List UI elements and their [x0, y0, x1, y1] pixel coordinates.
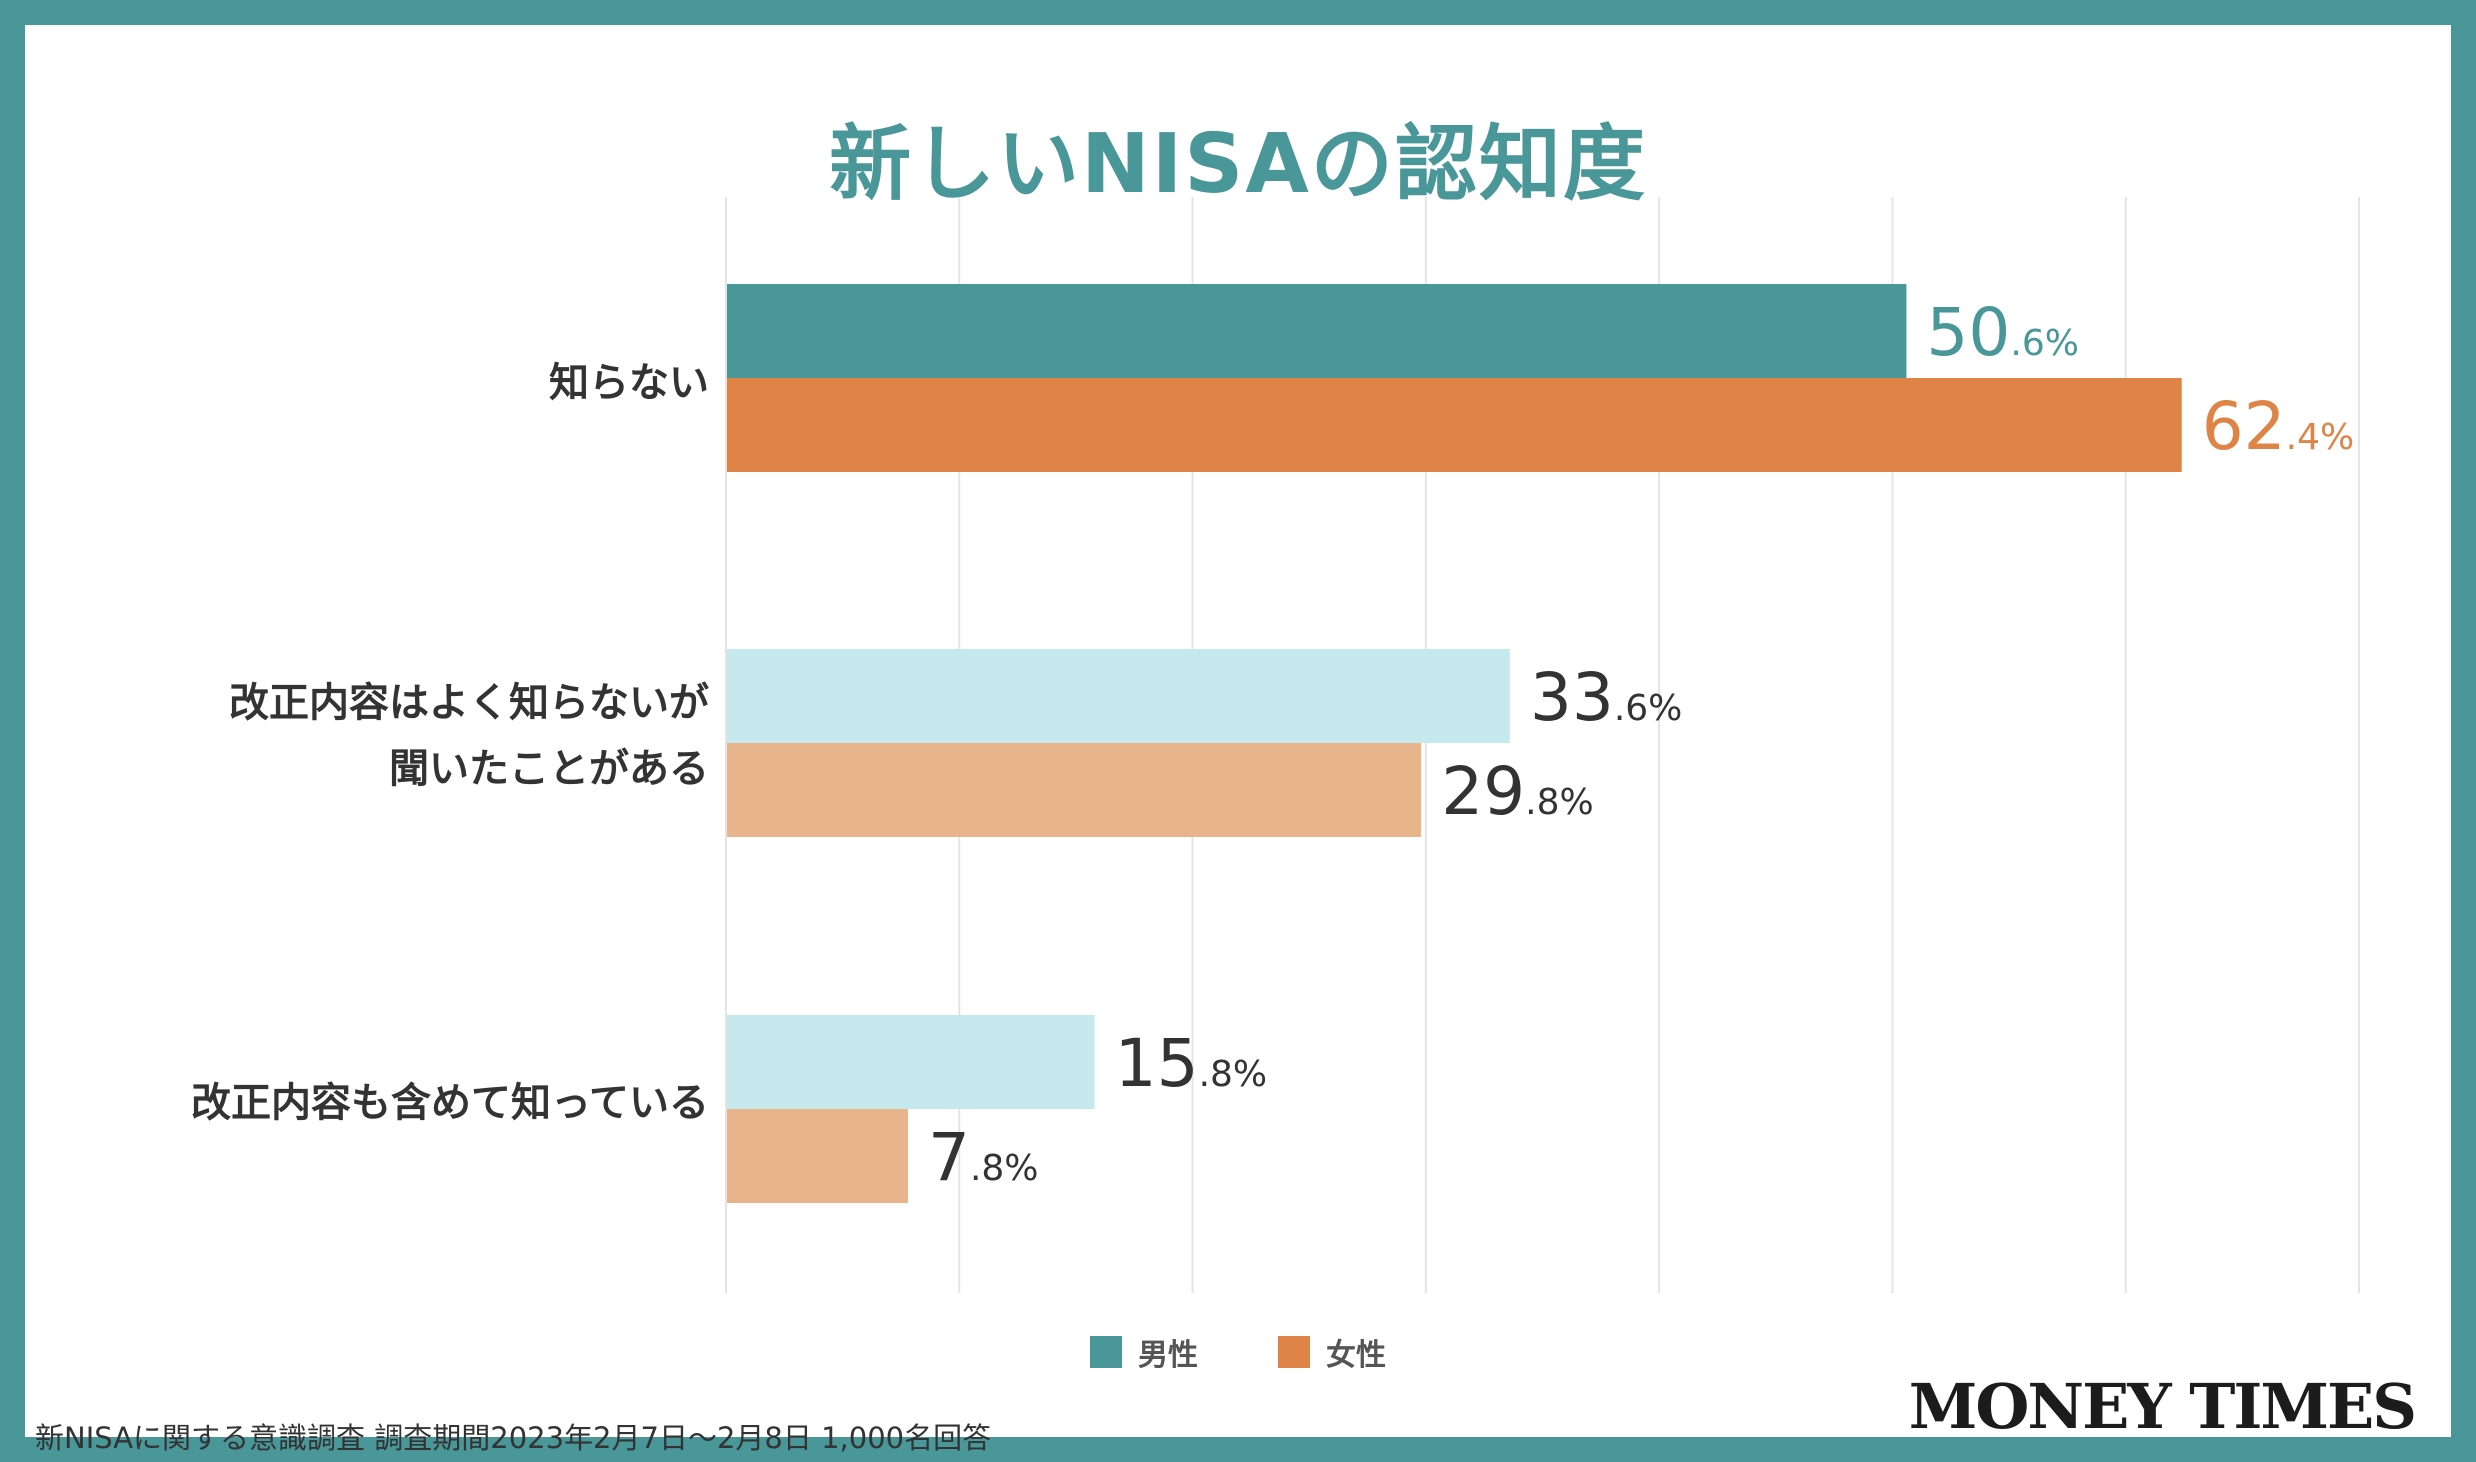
bar-male: [726, 649, 1510, 743]
category-label-heard: 改正内容はよく知らないが 聞いたことがある: [229, 670, 709, 802]
value-label-decimal: .6%: [1614, 688, 1683, 729]
category-label-line: 改正内容はよく知らないが: [229, 680, 709, 726]
value-label-integer: 29: [1441, 753, 1525, 830]
brand-logo: MONEY TIMES: [1908, 1370, 2417, 1443]
value-label-decimal: .8%: [1199, 1054, 1268, 1095]
bar-chart: 50.6%62.4%33.6%29.8%15.8%7.8%: [725, 197, 2360, 1293]
legend-item-male: 男性: [1090, 1330, 1198, 1374]
bar-female: [726, 1109, 908, 1203]
value-label-decimal: .8%: [970, 1148, 1039, 1189]
value-label-female: 62.4%: [2202, 388, 2355, 465]
legend-swatch-female: [1278, 1336, 1310, 1368]
chart-frame: 新しいNISAの認知度 50.6% 62.4% 33.6% 29.8% 15.8% 7.8…: [25, 25, 2451, 1455]
bar-male: [726, 1015, 1095, 1109]
value-label-integer: 7: [928, 1119, 970, 1196]
value-label-female: 29.8%: [1441, 753, 1594, 830]
legend-label-male: 男性: [1138, 1338, 1198, 1373]
legend-label-female: 女性: [1326, 1338, 1386, 1373]
value-label-integer: 62: [2202, 388, 2286, 465]
value-label-decimal: .8%: [1525, 782, 1594, 823]
legend-item-female: 女性: [1278, 1330, 1386, 1374]
value-label-integer: 33: [1530, 659, 1614, 736]
category-label-line: 改正内容も含めて知っている: [191, 1080, 709, 1126]
value-label-integer: 50: [1926, 294, 2010, 371]
value-label-male: 15.8%: [1115, 1025, 1268, 1102]
legend-swatch-male: [1090, 1336, 1122, 1368]
category-label-unknown: 知らない: [549, 350, 709, 416]
category-label-know-details: 改正内容も含めて知っている: [191, 1070, 709, 1136]
bar-female: [726, 743, 1422, 837]
value-label-male: 50.6%: [1926, 294, 2079, 371]
chart-title: 新しいNISAの認知度: [829, 117, 1647, 212]
category-label-line: 知らない: [549, 360, 709, 406]
value-label-male: 33.6%: [1530, 659, 1683, 736]
value-label-integer: 15: [1115, 1025, 1199, 1102]
legend: 男性 女性: [25, 1330, 2451, 1374]
footnote: 新NISAに関する意識調査 調査期間2023年2月7日～2月8日 1,000名回…: [35, 1421, 992, 1455]
value-label-decimal: .4%: [2286, 417, 2355, 458]
bar-male: [726, 284, 1907, 378]
bar-female: [726, 378, 2182, 472]
value-label-decimal: .6%: [2010, 323, 2079, 364]
category-label-line: 聞いたことがある: [389, 746, 709, 792]
value-label-female: 7.8%: [928, 1119, 1039, 1196]
